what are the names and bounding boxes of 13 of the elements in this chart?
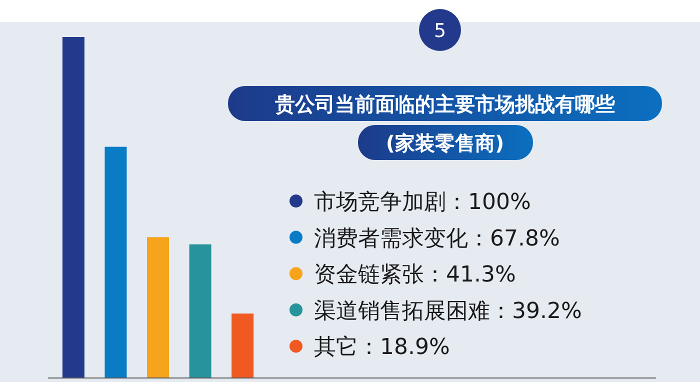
text: 5 [434,20,446,42]
text: 资金链紧张：41.3% [314,262,516,288]
text: 消费者需求变化：67.8% [314,226,560,252]
bar [189,244,212,378]
bar [62,37,84,378]
text: 渠道销售拓展困难：39.2% [314,298,582,324]
bar [232,314,254,378]
text: (家装零售商) [386,131,504,155]
text: 其它：18.9% [314,335,450,360]
bar [147,237,169,378]
text: 市场竞争加剧：100% [314,190,531,215]
bar [104,146,127,378]
text: 贵公司当前面临的主要市场挑战有哪些 [274,92,615,116]
